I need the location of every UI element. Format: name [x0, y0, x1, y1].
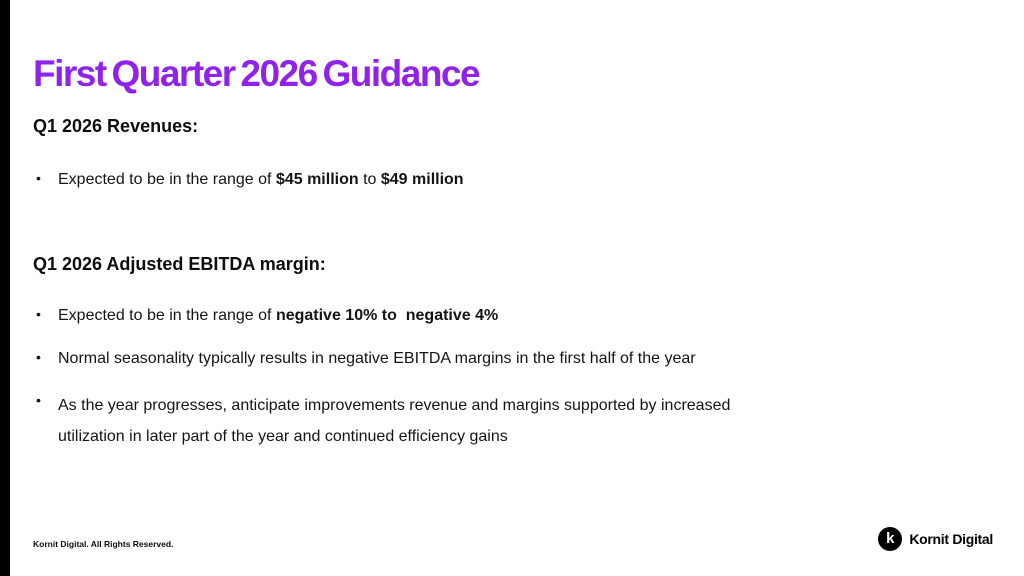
bullet-dot-icon: • — [36, 392, 41, 408]
bullet-dot-icon: • — [36, 306, 41, 322]
bullet-dot-icon: • — [36, 349, 41, 365]
kornit-logo-icon: k — [878, 527, 903, 551]
revenues-bullet-pre: Expected to be in the range of — [58, 171, 276, 188]
ebitda-bullet-range: • Expected to be in the range of negativ… — [36, 304, 498, 329]
slide-edge-bar — [0, 0, 10, 576]
ebitda-bullet-range-text: Expected to be in the range of negative … — [58, 304, 498, 329]
ebitda-bullet-outlook-text: As the year progresses, anticipate impro… — [58, 397, 731, 446]
ebitda-bullet-seasonality: • Normal seasonality typically results i… — [36, 347, 696, 372]
revenues-bullet: • Expected to be in the range of $45 mil… — [36, 168, 464, 193]
revenues-section-heading: Q1 2026 Revenues: — [33, 116, 199, 136]
ebitda-bullet-range-bold: negative 10% to negative 4% — [275, 307, 499, 324]
revenues-bullet-mid: to — [358, 171, 381, 188]
ebitda-bullet-outlook: • As the year progresses, anticipate imp… — [36, 390, 788, 452]
bullet-dot-icon: • — [36, 170, 41, 186]
ebitda-bullet-seasonality-text: Normal seasonality typically results in … — [58, 350, 696, 367]
page-title: First Quarter 2026 Guidance — [33, 52, 481, 94]
revenues-bullet-low: $45 million — [275, 171, 359, 188]
ebitda-section-heading: Q1 2026 Adjusted EBITDA margin: — [33, 254, 326, 274]
kornit-logo: k Kornit Digital — [878, 527, 993, 551]
revenues-bullet-high: $49 million — [380, 171, 464, 188]
revenues-bullet-text: Expected to be in the range of $45 milli… — [58, 168, 464, 193]
ebitda-bullet-range-pre: Expected to be in the range of — [58, 307, 276, 324]
footer-copyright: Kornit Digital. All Rights Reserved. — [33, 539, 174, 549]
kornit-logo-text: Kornit Digital — [909, 531, 993, 547]
